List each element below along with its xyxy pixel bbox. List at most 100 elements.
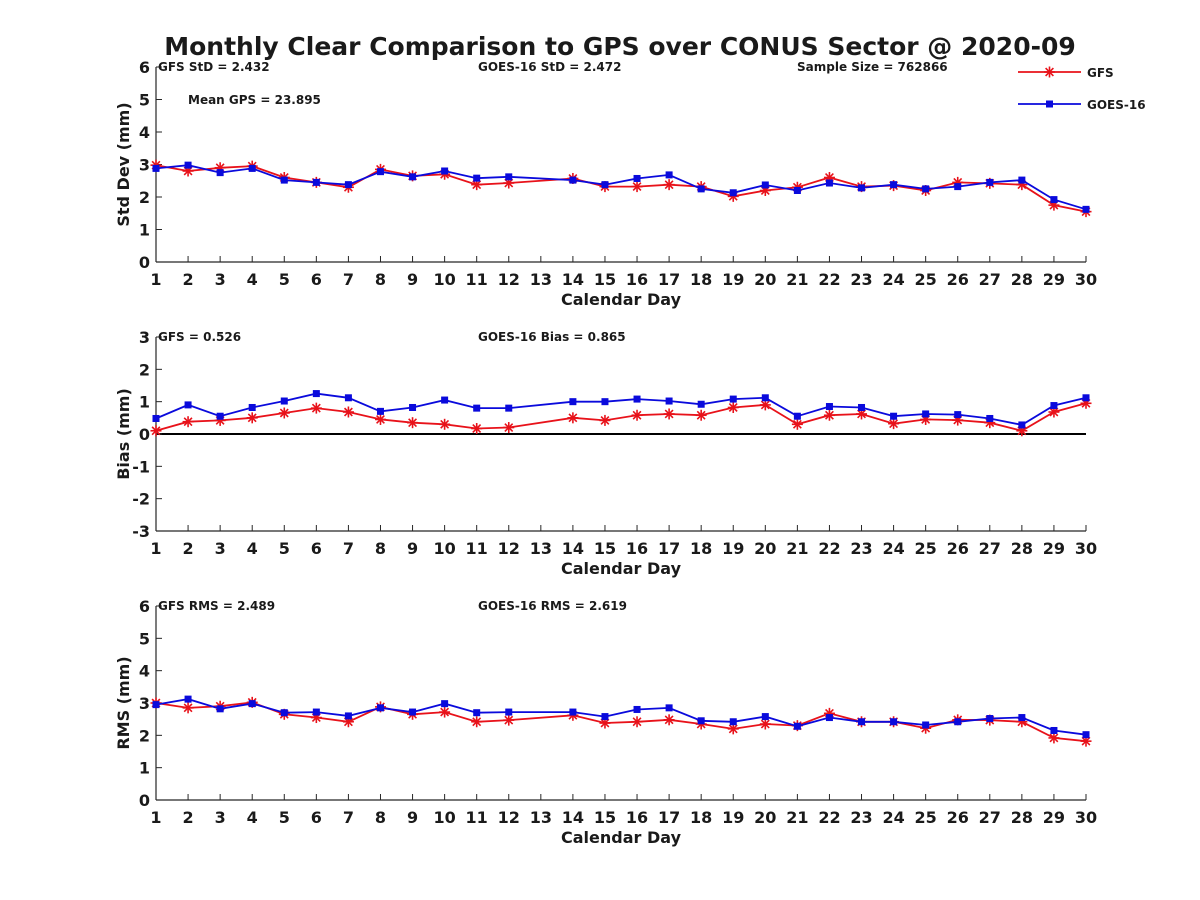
x-tick-label: 3 bbox=[215, 808, 226, 827]
data-point-goes16 bbox=[922, 185, 930, 193]
y-tick-label: 0 bbox=[139, 425, 150, 444]
data-point-gfs bbox=[791, 418, 803, 430]
x-tick-label: 29 bbox=[1043, 539, 1065, 558]
x-tick-label: 18 bbox=[690, 539, 712, 558]
x-tick-label: 11 bbox=[466, 539, 488, 558]
data-point-gfs bbox=[663, 179, 675, 191]
x-tick-label: 2 bbox=[182, 808, 193, 827]
x-tick-label: 12 bbox=[498, 808, 520, 827]
data-point-goes16 bbox=[152, 164, 160, 172]
data-point-gfs bbox=[1048, 406, 1060, 418]
legend-marker bbox=[1046, 100, 1053, 108]
data-point-goes16 bbox=[248, 164, 256, 172]
data-point-goes16 bbox=[665, 397, 673, 405]
data-point-goes16 bbox=[473, 709, 481, 717]
data-point-goes16 bbox=[761, 713, 769, 721]
data-point-gfs bbox=[503, 422, 515, 434]
data-point-goes16 bbox=[633, 705, 641, 713]
data-point-goes16 bbox=[729, 718, 737, 726]
data-point-goes16 bbox=[890, 181, 898, 189]
x-tick-label: 23 bbox=[850, 270, 872, 289]
data-point-gfs bbox=[727, 401, 739, 413]
data-point-goes16 bbox=[280, 709, 288, 717]
data-point-goes16 bbox=[344, 181, 352, 189]
data-point-goes16 bbox=[312, 178, 320, 186]
data-point-goes16 bbox=[1050, 402, 1058, 410]
data-point-goes16 bbox=[825, 714, 833, 722]
data-point-gfs bbox=[695, 409, 707, 421]
data-point-goes16 bbox=[729, 395, 737, 403]
data-point-goes16 bbox=[1050, 196, 1058, 204]
x-tick-label: 27 bbox=[979, 808, 1001, 827]
x-tick-label: 1 bbox=[150, 808, 161, 827]
data-point-goes16 bbox=[858, 403, 866, 411]
data-point-goes16 bbox=[505, 173, 513, 181]
data-point-goes16 bbox=[793, 412, 801, 420]
x-tick-label: 20 bbox=[754, 270, 776, 289]
data-point-goes16 bbox=[697, 717, 705, 725]
data-point-goes16 bbox=[216, 705, 224, 713]
data-point-goes16 bbox=[312, 708, 320, 716]
x-tick-label: 8 bbox=[375, 539, 386, 558]
x-tick-label: 24 bbox=[882, 270, 904, 289]
x-tick-label: 6 bbox=[311, 808, 322, 827]
x-tick-label: 14 bbox=[562, 808, 584, 827]
data-point-gfs bbox=[278, 407, 290, 419]
data-point-gfs bbox=[631, 409, 643, 421]
x-tick-label: 16 bbox=[626, 270, 648, 289]
stat-annotation: Mean GPS = 23.895 bbox=[188, 93, 321, 107]
data-point-gfs bbox=[471, 179, 483, 191]
stat-annotation: GOES-16 RMS = 2.619 bbox=[478, 599, 627, 613]
data-point-goes16 bbox=[184, 161, 192, 169]
x-tick-label: 21 bbox=[786, 270, 808, 289]
y-tick-label: 2 bbox=[139, 188, 150, 207]
data-point-goes16 bbox=[954, 718, 962, 726]
data-point-goes16 bbox=[441, 167, 449, 175]
data-point-gfs bbox=[567, 412, 579, 424]
x-tick-label: 4 bbox=[247, 270, 258, 289]
data-point-gfs bbox=[856, 408, 868, 420]
x-tick-label: 16 bbox=[626, 539, 648, 558]
data-point-goes16 bbox=[569, 708, 577, 716]
x-tick-label: 5 bbox=[279, 808, 290, 827]
data-point-goes16 bbox=[152, 414, 160, 422]
x-tick-label: 28 bbox=[1011, 808, 1033, 827]
legend-marker bbox=[1044, 66, 1055, 78]
data-point-goes16 bbox=[761, 394, 769, 402]
data-point-gfs bbox=[246, 412, 258, 424]
x-tick-label: 18 bbox=[690, 808, 712, 827]
data-point-goes16 bbox=[409, 403, 417, 411]
y-axis-label: Bias (mm) bbox=[114, 388, 133, 480]
x-tick-label: 4 bbox=[247, 808, 258, 827]
x-tick-label: 22 bbox=[818, 270, 840, 289]
x-tick-label: 2 bbox=[182, 539, 193, 558]
data-point-goes16 bbox=[761, 181, 769, 189]
x-tick-label: 6 bbox=[311, 270, 322, 289]
data-point-goes16 bbox=[954, 411, 962, 419]
x-tick-label: 30 bbox=[1075, 539, 1097, 558]
x-tick-label: 2 bbox=[182, 270, 193, 289]
data-point-goes16 bbox=[441, 700, 449, 708]
y-tick-label: 0 bbox=[139, 791, 150, 810]
x-tick-label: 28 bbox=[1011, 539, 1033, 558]
x-tick-label: 7 bbox=[343, 808, 354, 827]
x-tick-label: 13 bbox=[530, 808, 552, 827]
data-point-gfs bbox=[1048, 732, 1060, 744]
x-tick-label: 21 bbox=[786, 808, 808, 827]
data-point-goes16 bbox=[825, 179, 833, 187]
x-tick-label: 21 bbox=[786, 539, 808, 558]
x-tick-label: 13 bbox=[530, 539, 552, 558]
legend-item-gfs: GFS bbox=[1018, 66, 1114, 80]
data-point-gfs bbox=[310, 402, 322, 414]
data-point-gfs bbox=[182, 702, 194, 714]
data-point-goes16 bbox=[986, 414, 994, 422]
x-tick-label: 3 bbox=[215, 539, 226, 558]
data-point-goes16 bbox=[1018, 714, 1026, 722]
x-tick-label: 11 bbox=[466, 270, 488, 289]
x-tick-label: 17 bbox=[658, 270, 680, 289]
x-tick-label: 10 bbox=[433, 270, 455, 289]
stat-annotation: GOES-16 StD = 2.472 bbox=[478, 60, 621, 74]
x-tick-label: 22 bbox=[818, 539, 840, 558]
